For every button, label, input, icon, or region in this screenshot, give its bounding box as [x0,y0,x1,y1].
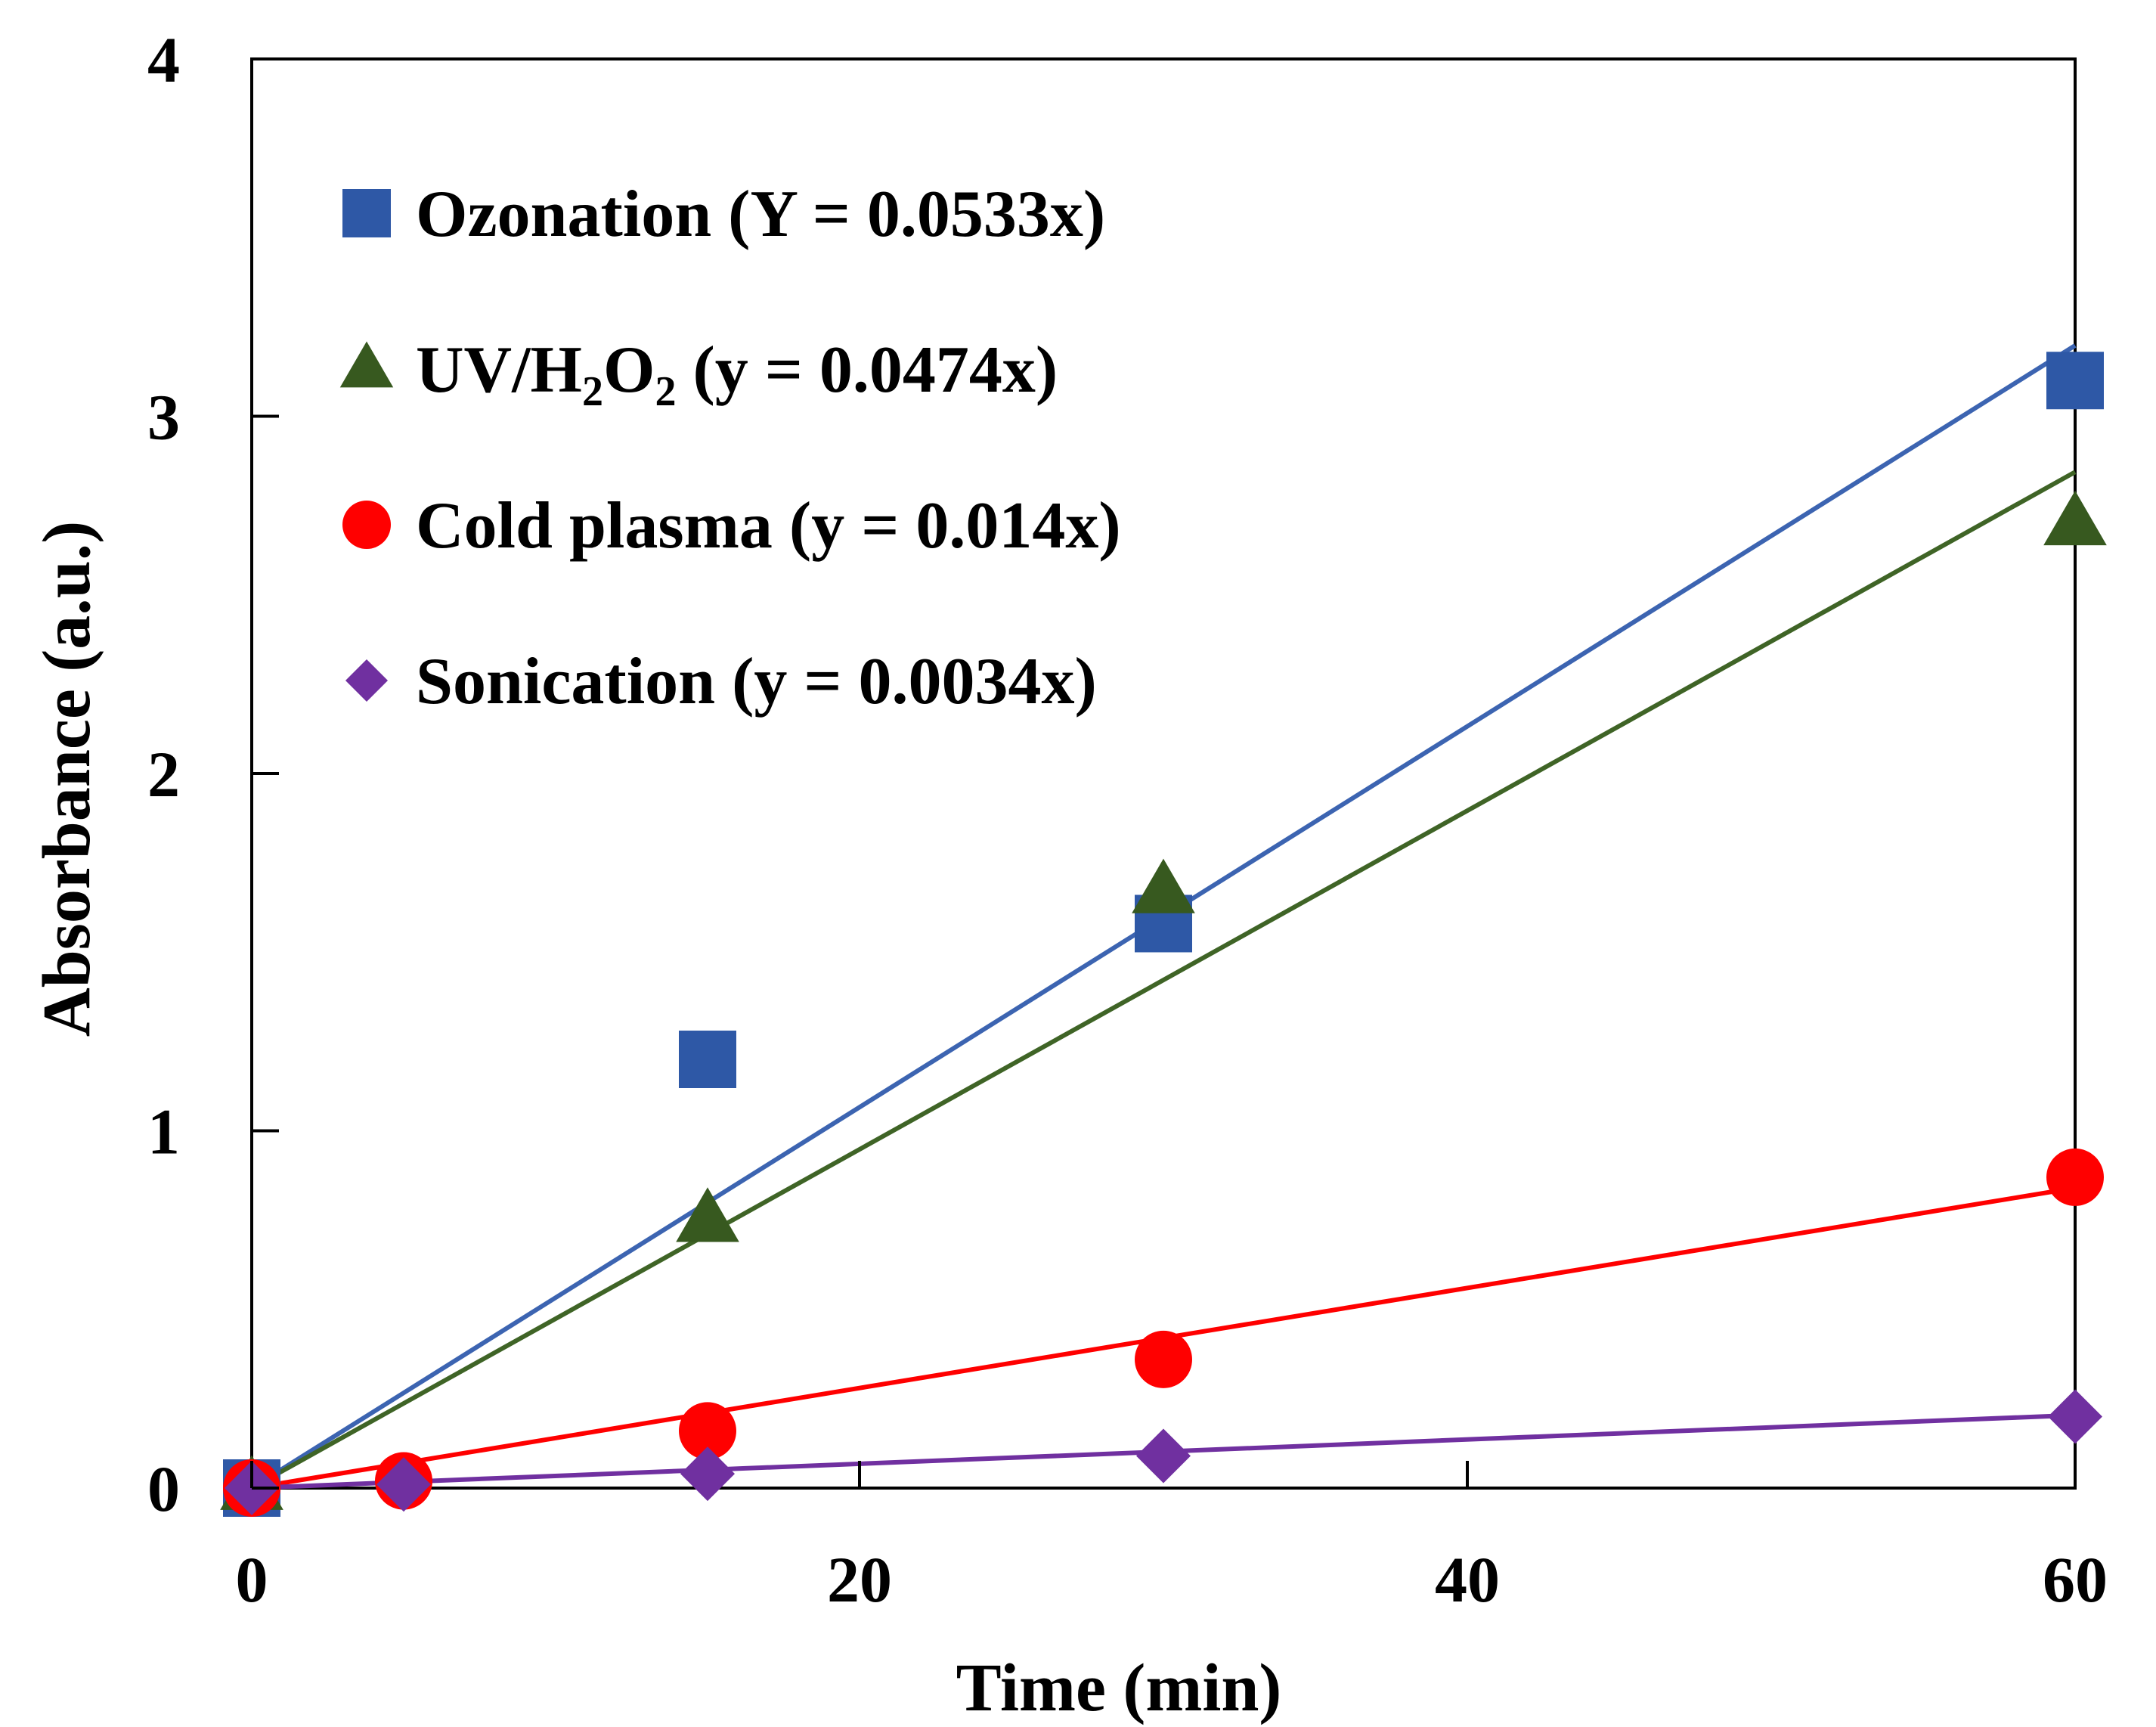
data-point-sonication [1136,1428,1191,1484]
legend-label-sonication: Sonication (y = 0.0034x) [416,645,1097,718]
data-point-ozonation [2046,352,2104,410]
x-tick-label: 0 [236,1543,268,1616]
legend-item-cold-plasma: Cold plasma (y = 0.014x) [342,489,1121,563]
x-axis-title: Time (min) [956,1651,1282,1725]
y-tick-label: 0 [147,1453,180,1525]
legend-label-uv-h2o2: UV/H2O2 (y = 0.0474x) [416,333,1058,415]
x-tick-label: 20 [827,1543,892,1616]
y-tick-label: 2 [147,738,180,811]
y-tick-label: 1 [147,1096,180,1168]
data-point-sonication [2048,1389,2102,1444]
y-tick-label: 3 [147,381,180,454]
legend-label-cold-plasma: Cold plasma (y = 0.014x) [416,489,1121,563]
data-point-sonication [680,1446,735,1502]
legend-text-part: UV/H [416,333,582,407]
legend-marker-cold-plasma [342,501,391,549]
data-point-sonication [376,1457,431,1512]
legend-label-ozonation: Ozonation (Y = 0.0533x) [416,178,1105,251]
fit-line-uv-h2o2 [250,470,2077,1490]
legend-text-part: (y = 0.0474x) [676,333,1058,407]
y-axis-title: Absorbance (a.u.) [29,521,104,1037]
legend-text-part: 2 [655,368,676,415]
data-point-uv-h2o2 [1132,858,1195,913]
data-point-uv-h2o2 [676,1187,739,1242]
axes: 0 20 40 60 0 1 2 3 4 [147,23,2108,1616]
legend-item-ozonation: Ozonation (Y = 0.0533x) [342,178,1105,251]
x-tick-label: 60 [2043,1543,2108,1616]
y-tick-label: 4 [147,23,180,96]
x-tick-label: 40 [1435,1543,1500,1616]
legend-marker-ozonation [342,189,391,237]
data-point-ozonation [679,1031,736,1088]
legend-text-part: 2 [582,368,603,415]
data-point-uv-h2o2 [2043,490,2107,546]
legend-item-uv-h2o2: UV/H2O2 (y = 0.0474x) [339,333,1058,415]
data-point-cold-plasma [2046,1148,2104,1206]
legend-item-sonication: Sonication (y = 0.0034x) [345,645,1097,718]
legend-text-part: O [603,333,655,407]
data-point-cold-plasma [1135,1330,1192,1388]
legend: Ozonation (Y = 0.0533x)UV/H2O2 (y = 0.04… [339,178,1121,718]
legend-marker-sonication [345,659,388,702]
legend-marker-uv-h2o2 [339,341,394,388]
data-point-cold-plasma [679,1402,736,1460]
